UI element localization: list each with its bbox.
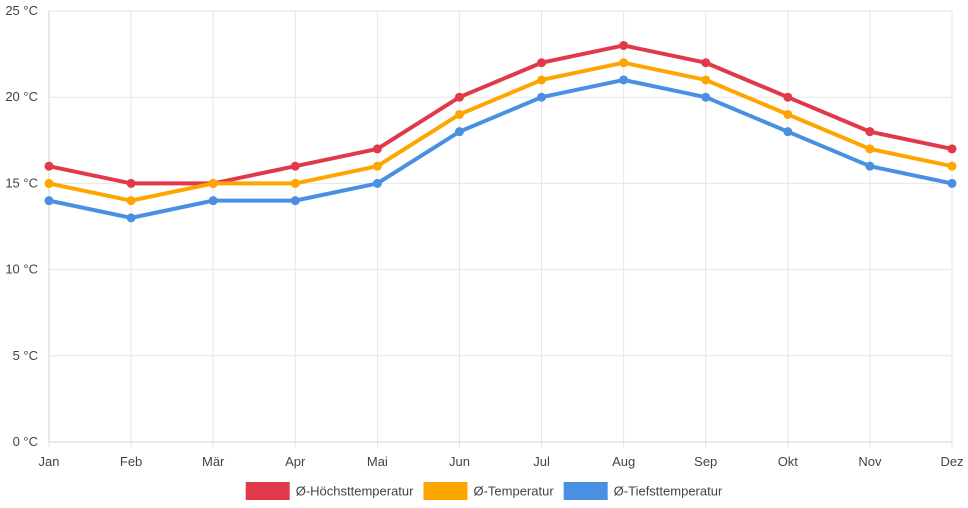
data-point [947,144,957,154]
data-point [44,178,54,188]
x-tick-label: Mai [367,454,388,469]
data-point [372,144,382,154]
legend: Ø-Höchsttemperatur Ø-Temperatur Ø-Tiefstte… [245,482,723,500]
series-line [47,43,954,186]
x-tick-label: Feb [120,454,142,469]
data-point [783,127,793,137]
data-point [947,178,957,188]
x-tick-label: Jan [39,454,60,469]
data-point [454,127,464,137]
legend-label: Ø-Tiefsttemperatur [614,484,723,499]
data-point [619,40,629,50]
data-point [290,161,300,171]
data-point [126,213,136,223]
x-tick-label: Okt [778,454,799,469]
y-tick-label: 15 °C [5,175,38,190]
x-tick-label: Aug [612,454,635,469]
legend-swatch [423,482,468,500]
legend-swatch [563,482,608,500]
y-tick-label: 5 °C [13,348,38,363]
data-point [454,109,464,119]
y-tick-label: 20 °C [5,89,38,104]
series-2 [44,58,957,206]
data-point [208,196,218,206]
gridlines [48,10,953,448]
data-point [619,58,629,68]
data-point [537,75,547,85]
y-tick-label: 10 °C [5,262,38,277]
x-tick-label: Dez [940,454,963,469]
data-point [372,161,382,171]
series-line [47,60,954,203]
data-point [701,58,711,68]
data-point [208,178,218,188]
y-tick-label: 0 °C [13,434,38,449]
legend-swatch [245,482,290,500]
x-tick-label: Mär [202,454,225,469]
x-tick-label: Jun [449,454,470,469]
data-point [290,196,300,206]
data-point [783,92,793,102]
series-3 [44,75,957,223]
data-point [537,58,547,68]
data-point [783,109,793,119]
legend-label: Ø-Höchsttemperatur [296,484,414,499]
data-point [865,144,875,154]
data-point [454,92,464,102]
data-point [947,161,957,171]
data-point [372,178,382,188]
x-tick-label: Apr [285,454,306,469]
data-point [290,178,300,188]
data-point [619,75,629,85]
data-point [126,178,136,188]
data-point [701,92,711,102]
x-tick-label: Sep [694,454,717,469]
data-point [126,196,136,206]
x-tick-label: Nov [858,454,882,469]
data-point [865,161,875,171]
series-line [47,77,954,220]
data-point [701,75,711,85]
data-point [44,196,54,206]
legend-label: Ø-Temperatur [473,484,554,499]
y-tick-label: 25 °C [5,3,38,18]
x-tick-label: Jul [533,454,550,469]
data-point [44,161,54,171]
data-point [537,92,547,102]
data-point [865,127,875,137]
